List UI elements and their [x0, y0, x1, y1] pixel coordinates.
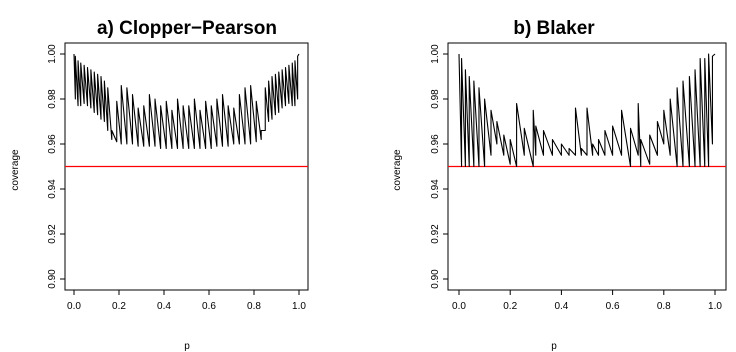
- x-tick-label: 1.0: [292, 301, 306, 312]
- y-tick-label: 0.98: [430, 89, 441, 109]
- y-tick-label: 0.92: [47, 224, 58, 244]
- y-tick-label: 0.94: [430, 179, 441, 199]
- chart-title: b) Blaker: [513, 18, 595, 39]
- y-tick-label: 0.96: [47, 134, 58, 154]
- x-tick-label: 1.0: [708, 301, 722, 312]
- y-axis: 0.90 0.92 0.94 0.96 0.98 1.00: [430, 44, 448, 289]
- x-tick-label: 0.6: [202, 301, 216, 312]
- x-axis: 0.0 0.2 0.4 0.6 0.8 1.0: [452, 290, 722, 312]
- x-axis-label: p: [184, 341, 190, 352]
- y-tick-label: 0.98: [47, 89, 58, 109]
- y-axis-label: coverage: [392, 149, 403, 191]
- chart-panel-clopper-pearson: a) Clopper−Pearson coverage p 0.0 0.2 0.4 0…: [10, 18, 309, 352]
- y-tick-label: 0.90: [430, 269, 441, 289]
- chart-title: a) Clopper−Pearson: [97, 18, 277, 39]
- y-tick-label: 1.00: [430, 44, 441, 64]
- x-axis: 0.0 0.2 0.4 0.6 0.8 1.0: [67, 290, 306, 312]
- x-tick-label: 0.4: [157, 301, 171, 312]
- x-tick-label: 0.2: [112, 301, 126, 312]
- x-tick-label: 0.8: [657, 301, 671, 312]
- coverage-series-line: [73, 53, 300, 150]
- y-tick-label: 0.96: [430, 134, 441, 154]
- coverage-series-line: [458, 53, 716, 168]
- x-tick-label: 0.0: [452, 301, 466, 312]
- x-axis-label: p: [551, 341, 557, 352]
- x-tick-label: 0.4: [554, 301, 568, 312]
- y-tick-label: 0.90: [47, 269, 58, 289]
- x-tick-label: 0.6: [606, 301, 620, 312]
- y-axis: 0.90 0.92 0.94 0.96 0.98 1.00: [47, 44, 65, 289]
- chart-panel-blaker: b) Blaker coverage p 0.0 0.2 0.4 0.6 0.8 1.0 …: [392, 18, 727, 352]
- x-tick-label: 0.2: [503, 301, 517, 312]
- x-tick-label: 0.8: [247, 301, 261, 312]
- y-axis-label: coverage: [10, 149, 21, 191]
- y-tick-label: 0.94: [47, 179, 58, 199]
- x-tick-label: 0.0: [67, 301, 81, 312]
- y-tick-label: 1.00: [47, 44, 58, 64]
- y-tick-label: 0.92: [430, 224, 441, 244]
